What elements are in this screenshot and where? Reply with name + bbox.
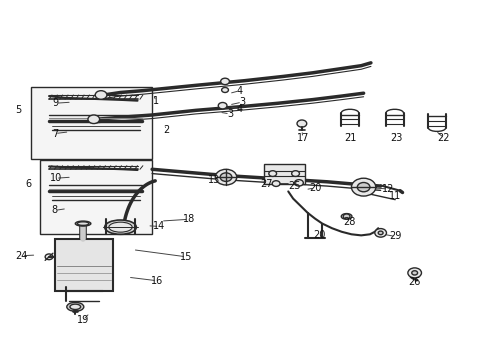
Text: 1: 1: [153, 96, 159, 107]
Text: 29: 29: [388, 231, 401, 242]
Circle shape: [291, 171, 299, 176]
Circle shape: [374, 229, 386, 237]
Text: 2: 2: [163, 125, 169, 135]
Text: 9: 9: [53, 98, 59, 108]
Ellipse shape: [67, 302, 83, 311]
Text: 28: 28: [342, 217, 354, 227]
Text: 26: 26: [407, 277, 420, 287]
Text: 23: 23: [389, 133, 402, 143]
Ellipse shape: [77, 222, 89, 225]
Text: 13: 13: [208, 175, 220, 185]
Text: 8: 8: [52, 205, 58, 215]
Text: 21: 21: [344, 133, 356, 143]
Text: 27: 27: [260, 179, 272, 189]
Circle shape: [296, 120, 306, 127]
Ellipse shape: [75, 221, 91, 226]
Bar: [30, 87, 152, 158]
Text: 3: 3: [226, 109, 232, 119]
Text: 11: 11: [388, 191, 401, 201]
Circle shape: [88, 115, 100, 123]
Circle shape: [343, 214, 349, 219]
Text: 15: 15: [180, 252, 192, 262]
Circle shape: [220, 173, 231, 181]
Bar: [55, 239, 113, 292]
Circle shape: [221, 87, 228, 93]
Text: 10: 10: [50, 173, 62, 183]
Ellipse shape: [341, 213, 351, 219]
Text: 14: 14: [153, 221, 165, 231]
Text: 3: 3: [239, 97, 244, 107]
Text: 20: 20: [313, 230, 325, 240]
Ellipse shape: [70, 304, 81, 310]
Circle shape: [351, 178, 375, 196]
Text: 18: 18: [182, 214, 194, 224]
Circle shape: [294, 180, 303, 186]
Circle shape: [215, 169, 236, 185]
Text: 7: 7: [52, 129, 58, 139]
Text: 6: 6: [25, 179, 31, 189]
Text: 19: 19: [77, 315, 89, 325]
Text: 25: 25: [287, 181, 300, 192]
Circle shape: [407, 268, 421, 278]
Circle shape: [218, 103, 226, 109]
Text: 17: 17: [296, 133, 308, 143]
Circle shape: [268, 171, 276, 176]
Ellipse shape: [109, 222, 132, 232]
Text: 4: 4: [236, 104, 242, 113]
Bar: [264, 164, 305, 184]
Circle shape: [411, 271, 417, 275]
Circle shape: [357, 183, 369, 192]
Text: 20: 20: [308, 183, 321, 193]
Circle shape: [220, 78, 229, 85]
Bar: [40, 160, 152, 234]
Text: 16: 16: [150, 276, 163, 286]
Circle shape: [377, 231, 382, 235]
Circle shape: [95, 91, 107, 99]
Text: 22: 22: [437, 133, 449, 143]
Ellipse shape: [104, 220, 136, 234]
Circle shape: [272, 181, 280, 186]
Text: 12: 12: [381, 184, 393, 194]
Text: 5: 5: [15, 105, 21, 115]
Text: 24: 24: [16, 251, 28, 261]
Text: 4: 4: [236, 86, 242, 96]
Circle shape: [45, 254, 53, 260]
